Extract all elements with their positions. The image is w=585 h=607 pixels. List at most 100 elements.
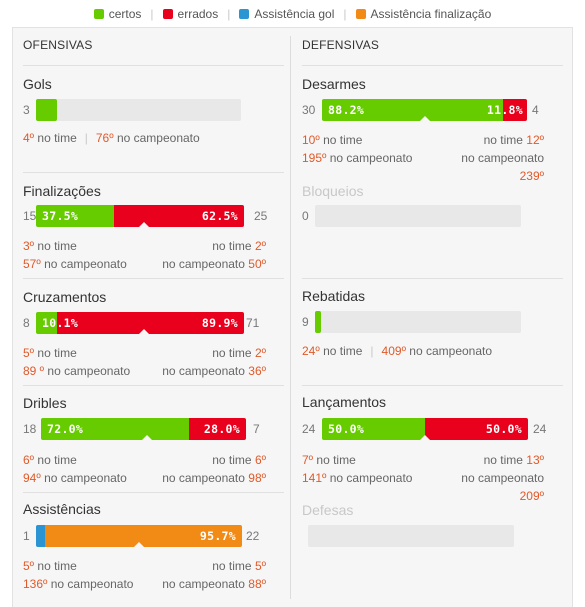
finalizacoes-bar-green: [36, 205, 114, 227]
dribles-rank-time: 6º no time: [23, 453, 77, 467]
desarmes-rank-time: 10º no time: [302, 133, 363, 147]
lancamentos-bar: 50.0% 50.0%: [322, 418, 528, 440]
gols-bar: [36, 99, 241, 121]
dribles-rank-time-errados: no time 6º: [212, 453, 266, 467]
legend: certos | errados | Assistência gol | Ass…: [0, 0, 585, 27]
dribles-red-pct: 28.0%: [203, 422, 240, 436]
cruzamentos-rank-time: 5º no time: [23, 346, 77, 360]
desarmes-title: Desarmes: [302, 76, 366, 92]
bloqueios-bar: [315, 205, 521, 227]
divider: [23, 492, 284, 493]
finalizacoes-rank-time: 3º no time: [23, 239, 77, 253]
gols-title: Gols: [23, 76, 52, 92]
divider: [23, 172, 284, 173]
bar-notch: [139, 329, 149, 334]
lancamentos-rank-time-errados: no time 13º: [483, 453, 544, 467]
assistencias-gol: 1: [23, 529, 30, 543]
rebatidas-count: 9: [302, 315, 309, 329]
dribles-errados: 7: [253, 422, 260, 436]
assistencias-rank-camp-right: no campeonato 88º: [162, 577, 266, 591]
desarmes-red-pct: 11.8%: [486, 103, 523, 117]
assistencias-bar: 95.7%: [36, 525, 242, 547]
bar-notch: [420, 435, 430, 440]
finalizacoes-bar: 37.5% 62.5%: [36, 205, 244, 227]
rebatidas-bar: [315, 311, 521, 333]
assistencias-rank-camp: 136º no campeonato: [23, 577, 134, 591]
divider: [23, 278, 284, 279]
lancamentos-rank-camp-errados-value: 209º: [519, 489, 544, 503]
gols-rank: 4º no time | 76º no campeonato: [23, 131, 200, 145]
finalizacoes-certos: 15: [23, 209, 37, 223]
gols-count: 3: [23, 103, 30, 117]
defesas-bar: [308, 525, 514, 547]
bloqueios-title: Bloqueios: [302, 183, 364, 199]
cruzamentos-bar: 10.1% 89.9%: [36, 312, 244, 334]
cruzamentos-rank-time-errados: no time 2º: [212, 346, 266, 360]
dribles-title: Dribles: [23, 395, 67, 411]
desarmes-rank-camp-errados: no campeonato: [461, 151, 544, 165]
blue-swatch-icon: [239, 8, 250, 19]
desarmes-bar-green: [322, 99, 503, 121]
cruzamentos-red-pct: 89.9%: [201, 316, 238, 330]
assistencias-bar-blue: [36, 525, 45, 547]
desarmes-rank-camp-errados-value: 239º: [519, 169, 544, 183]
lancamentos-bar-red: [425, 418, 528, 440]
legend-assistencia-gol: Assistência gol: [239, 7, 334, 21]
rebatidas-title: Rebatidas: [302, 288, 366, 304]
finalizacoes-title: Finalizações: [23, 183, 101, 199]
assistencias-orange-pct: 95.7%: [199, 529, 236, 543]
lancamentos-rank-camp: 141º no campeonato: [302, 471, 413, 485]
dribles-green-pct: 72.0%: [47, 422, 84, 436]
desarmes-rank-time-errados: no time 12º: [483, 133, 544, 147]
gols-bar-fill: [36, 99, 57, 121]
lancamentos-rank-time: 7º no time: [302, 453, 356, 467]
divider: [23, 385, 284, 386]
orange-swatch-icon: [355, 8, 366, 19]
lancamentos-errados: 24: [533, 422, 547, 436]
divider: [302, 65, 563, 66]
lancamentos-red-pct: 50.0%: [485, 422, 522, 436]
assistencias-title: Assistências: [23, 501, 101, 517]
cruzamentos-certos: 8: [23, 316, 30, 330]
legend-errados: errados: [162, 7, 218, 21]
lancamentos-bar-green: [322, 418, 425, 440]
assistencias-rank-time-right: no time 5º: [212, 559, 266, 573]
lancamentos-green-pct: 50.0%: [328, 422, 365, 436]
finalizacoes-bar-red: [114, 205, 244, 227]
assistencias-bar-orange: [44, 525, 242, 547]
legend-separator: |: [227, 6, 231, 21]
cruzamentos-bar-red: [57, 312, 244, 334]
rebatidas-rank: 24º no time | 409º no campeonato: [302, 344, 493, 358]
cruzamentos-bar-green: [36, 312, 57, 334]
cruzamentos-errados: 71: [246, 316, 260, 330]
legend-assistencia-finalizacao: Assistência finalização: [355, 7, 491, 21]
red-swatch-icon: [162, 8, 173, 19]
desarmes-bar: 88.2% 11.8%: [322, 99, 527, 121]
lancamentos-rank-camp-errados: no campeonato: [461, 471, 544, 485]
dribles-bar-red: [188, 418, 246, 440]
desarmes-rank-camp: 195º no campeonato: [302, 151, 413, 165]
desarmes-bar-red: [502, 99, 527, 121]
dribles-rank-camp-errados: no campeonato 98º: [162, 471, 266, 485]
dribles-bar-green: [41, 418, 189, 440]
divider: [302, 278, 563, 279]
assistencias-rank-time: 5º no time: [23, 559, 77, 573]
assistencias-finalizacao: 22: [246, 529, 260, 543]
desarmes-certos: 30: [302, 103, 316, 117]
finalizacoes-errados: 25: [254, 209, 268, 223]
divider: [302, 385, 563, 386]
dribles-bar: 72.0% 28.0%: [41, 418, 246, 440]
dribles-rank-camp: 94º no campeonato: [23, 471, 127, 485]
finalizacoes-rank-camp-errados: no campeonato 50º: [162, 257, 266, 271]
dribles-certos: 18: [23, 422, 37, 436]
lancamentos-certos: 24: [302, 422, 316, 436]
cruzamentos-rank-camp-errados: no campeonato 36º: [162, 364, 266, 378]
defesas-title: Defesas: [302, 502, 354, 518]
legend-separator: |: [150, 6, 154, 21]
bar-notch: [134, 542, 144, 547]
legend-separator: |: [343, 6, 347, 21]
finalizacoes-green-pct: 37.5%: [42, 209, 79, 223]
legend-certos: certos: [93, 7, 141, 21]
bloqueios-count: 0: [302, 209, 309, 223]
